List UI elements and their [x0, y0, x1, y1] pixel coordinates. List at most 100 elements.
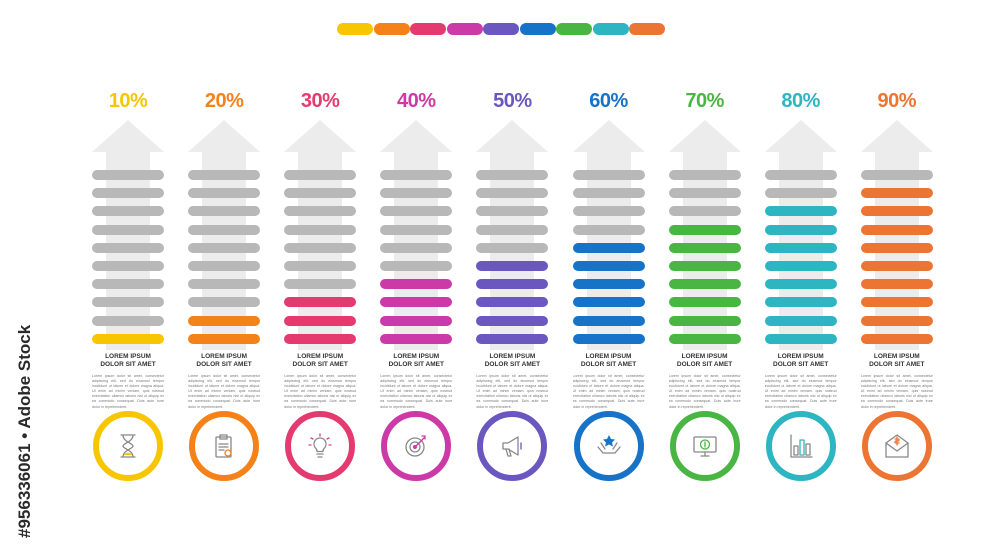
watermark-graphic: #956336061 • Adobe Stock — [15, 324, 34, 538]
level-bar — [860, 188, 933, 199]
progress-column: 40% LOREM IPSUM DOLOR SIT AMET Lorem ipsum… — [368, 0, 464, 550]
item-title: LOREM IPSUM DOLOR SIT AMET — [292, 353, 348, 368]
level-bar — [572, 224, 645, 235]
level-bar — [668, 279, 741, 290]
level-bar — [572, 170, 645, 180]
item-title: LOREM IPSUM DOLOR SIT AMET — [484, 353, 541, 368]
progress-column: 90% LOREM IPSUM DOLOR SIT AMET Lorem ipsum… — [849, 0, 945, 550]
level-bar — [860, 170, 933, 180]
level-bar — [92, 297, 164, 308]
level-bar — [380, 333, 453, 344]
percent-label: 50% — [493, 90, 532, 112]
level-bar — [764, 333, 837, 344]
item-description: Lorem ipsum dolor sit amet, consectetur … — [284, 374, 357, 409]
watermark-id: #956336061 • Adobe Stock — [15, 324, 34, 538]
legend-chip — [629, 23, 665, 35]
level-bar — [284, 242, 357, 253]
level-bar — [860, 242, 933, 253]
percent-label: 80% — [781, 90, 820, 112]
level-bar — [668, 333, 741, 344]
level-bar — [668, 315, 741, 326]
progress-column: 30% LOREM IPSUM DOLOR SIT AMET Lorem ipsum… — [272, 0, 368, 550]
level-bar — [92, 188, 164, 199]
progress-column: 70% LOREM IPSUM DOLOR SIT AMET Lorem ipsum… — [657, 0, 753, 550]
item-description: Lorem ipsum dolor sit amet, consectetur … — [188, 374, 261, 409]
icon-circle — [477, 411, 548, 481]
level-bar — [668, 224, 741, 235]
legend-chip — [556, 23, 592, 35]
level-bar — [380, 170, 453, 180]
icon-circle — [93, 411, 163, 481]
item-title: LOREM IPSUM DOLOR SIT AMET — [580, 353, 637, 368]
percent-label: 30% — [300, 90, 340, 112]
level-bar — [188, 170, 261, 180]
level-bar — [476, 333, 549, 344]
item-title: LOREM IPSUM DOLOR SIT AMET — [196, 353, 252, 368]
level-bar — [380, 297, 453, 308]
level-bar — [380, 279, 453, 290]
item-title: LOREM IPSUM DOLOR SIT AMET — [773, 353, 829, 368]
level-bar — [572, 188, 645, 199]
level-bar — [476, 206, 549, 217]
icon-circle — [861, 411, 932, 481]
level-bar — [764, 261, 837, 271]
icon-circle — [573, 411, 644, 481]
level-bar — [92, 333, 164, 344]
item-title: LOREM IPSUM DOLOR SIT AMET — [869, 353, 925, 368]
level-bar — [764, 188, 837, 199]
level-bar — [380, 224, 453, 235]
level-bar — [668, 261, 741, 271]
level-bar — [476, 188, 549, 199]
percent-label: 60% — [589, 90, 628, 112]
level-bar — [284, 315, 357, 326]
level-bar — [188, 224, 261, 235]
level-bar — [860, 206, 933, 217]
progress-column: 50% LOREM IPSUM DOLOR SIT AMET Lorem ipsum… — [464, 0, 560, 550]
progress-column: 20% LOREM IPSUM DOLOR SIT AMET Lorem ipsum… — [176, 0, 272, 550]
target-icon — [405, 435, 426, 457]
level-bar — [188, 206, 261, 217]
percent-label: 10% — [108, 90, 148, 112]
level-bar — [764, 315, 837, 326]
item-description: Lorem ipsum dolor sit amet, consectetur … — [476, 374, 549, 409]
hands-star-icon — [596, 435, 621, 454]
icon-circle — [285, 411, 356, 481]
level-bar — [572, 297, 645, 308]
icon-circle — [765, 411, 836, 481]
level-bar — [572, 333, 645, 344]
icon-circle — [381, 411, 452, 481]
clipboard-icon — [215, 434, 232, 458]
percent-label: 40% — [397, 90, 436, 112]
level-bar — [764, 170, 837, 180]
percent-label: 90% — [877, 90, 917, 112]
level-bar — [188, 333, 261, 344]
legend-chip — [373, 23, 410, 35]
legend-chip — [446, 23, 483, 35]
level-bar — [92, 206, 164, 217]
level-bar — [764, 297, 837, 308]
stock-watermark: #956336061 • Adobe Stock — [8, 310, 38, 540]
level-bar — [476, 297, 549, 308]
level-bar — [572, 206, 645, 217]
item-description: Lorem ipsum dolor sit amet, consectetur … — [572, 374, 645, 409]
level-bar — [572, 279, 645, 290]
level-bar — [284, 333, 357, 344]
level-bar — [380, 261, 453, 271]
legend-chip — [592, 23, 629, 35]
level-bar — [188, 315, 261, 326]
item-description: Lorem ipsum dolor sit amet, consectetur … — [764, 374, 837, 409]
item-title: LOREM IPSUM DOLOR SIT AMET — [388, 353, 444, 368]
bar-chart-icon — [790, 434, 813, 458]
level-bar — [284, 188, 357, 199]
level-bar — [476, 261, 549, 271]
lightbulb-icon — [308, 433, 332, 458]
level-bar — [764, 279, 837, 290]
icon-circle — [669, 411, 740, 481]
item-title: LOREM IPSUM DOLOR SIT AMET — [100, 353, 156, 368]
level-bar — [860, 224, 933, 235]
level-bar — [476, 279, 549, 290]
level-bar — [92, 261, 164, 271]
envelope-dollar-icon — [885, 434, 909, 458]
level-bar — [92, 279, 164, 290]
progress-column: 80% LOREM IPSUM DOLOR SIT AMET Lorem ipsum… — [753, 0, 849, 550]
